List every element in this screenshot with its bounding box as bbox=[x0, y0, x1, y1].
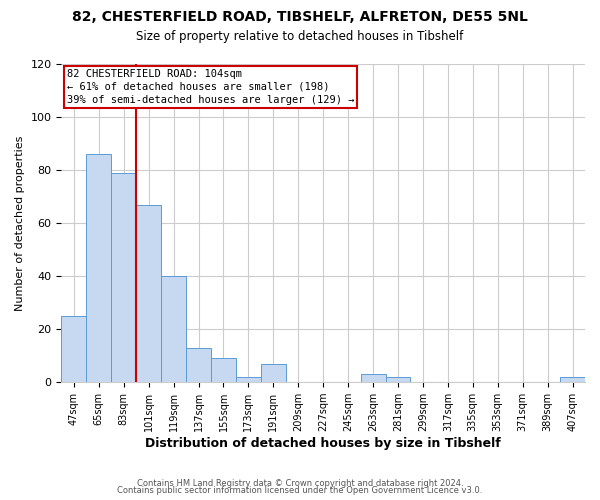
X-axis label: Distribution of detached houses by size in Tibshelf: Distribution of detached houses by size … bbox=[145, 437, 501, 450]
Text: Contains HM Land Registry data © Crown copyright and database right 2024.: Contains HM Land Registry data © Crown c… bbox=[137, 478, 463, 488]
Bar bbox=[61, 316, 86, 382]
Bar bbox=[361, 374, 386, 382]
Y-axis label: Number of detached properties: Number of detached properties bbox=[15, 136, 25, 311]
Bar bbox=[111, 172, 136, 382]
Text: Contains public sector information licensed under the Open Government Licence v3: Contains public sector information licen… bbox=[118, 486, 482, 495]
Text: 82, CHESTERFIELD ROAD, TIBSHELF, ALFRETON, DE55 5NL: 82, CHESTERFIELD ROAD, TIBSHELF, ALFRETO… bbox=[72, 10, 528, 24]
Text: Size of property relative to detached houses in Tibshelf: Size of property relative to detached ho… bbox=[136, 30, 464, 43]
Bar bbox=[161, 276, 186, 382]
Bar bbox=[386, 377, 410, 382]
Bar bbox=[236, 377, 261, 382]
Bar bbox=[86, 154, 111, 382]
Bar bbox=[186, 348, 211, 382]
Bar bbox=[560, 377, 585, 382]
Text: 82 CHESTERFIELD ROAD: 104sqm
← 61% of detached houses are smaller (198)
39% of s: 82 CHESTERFIELD ROAD: 104sqm ← 61% of de… bbox=[67, 69, 354, 105]
Bar bbox=[136, 204, 161, 382]
Bar bbox=[211, 358, 236, 382]
Bar bbox=[261, 364, 286, 382]
